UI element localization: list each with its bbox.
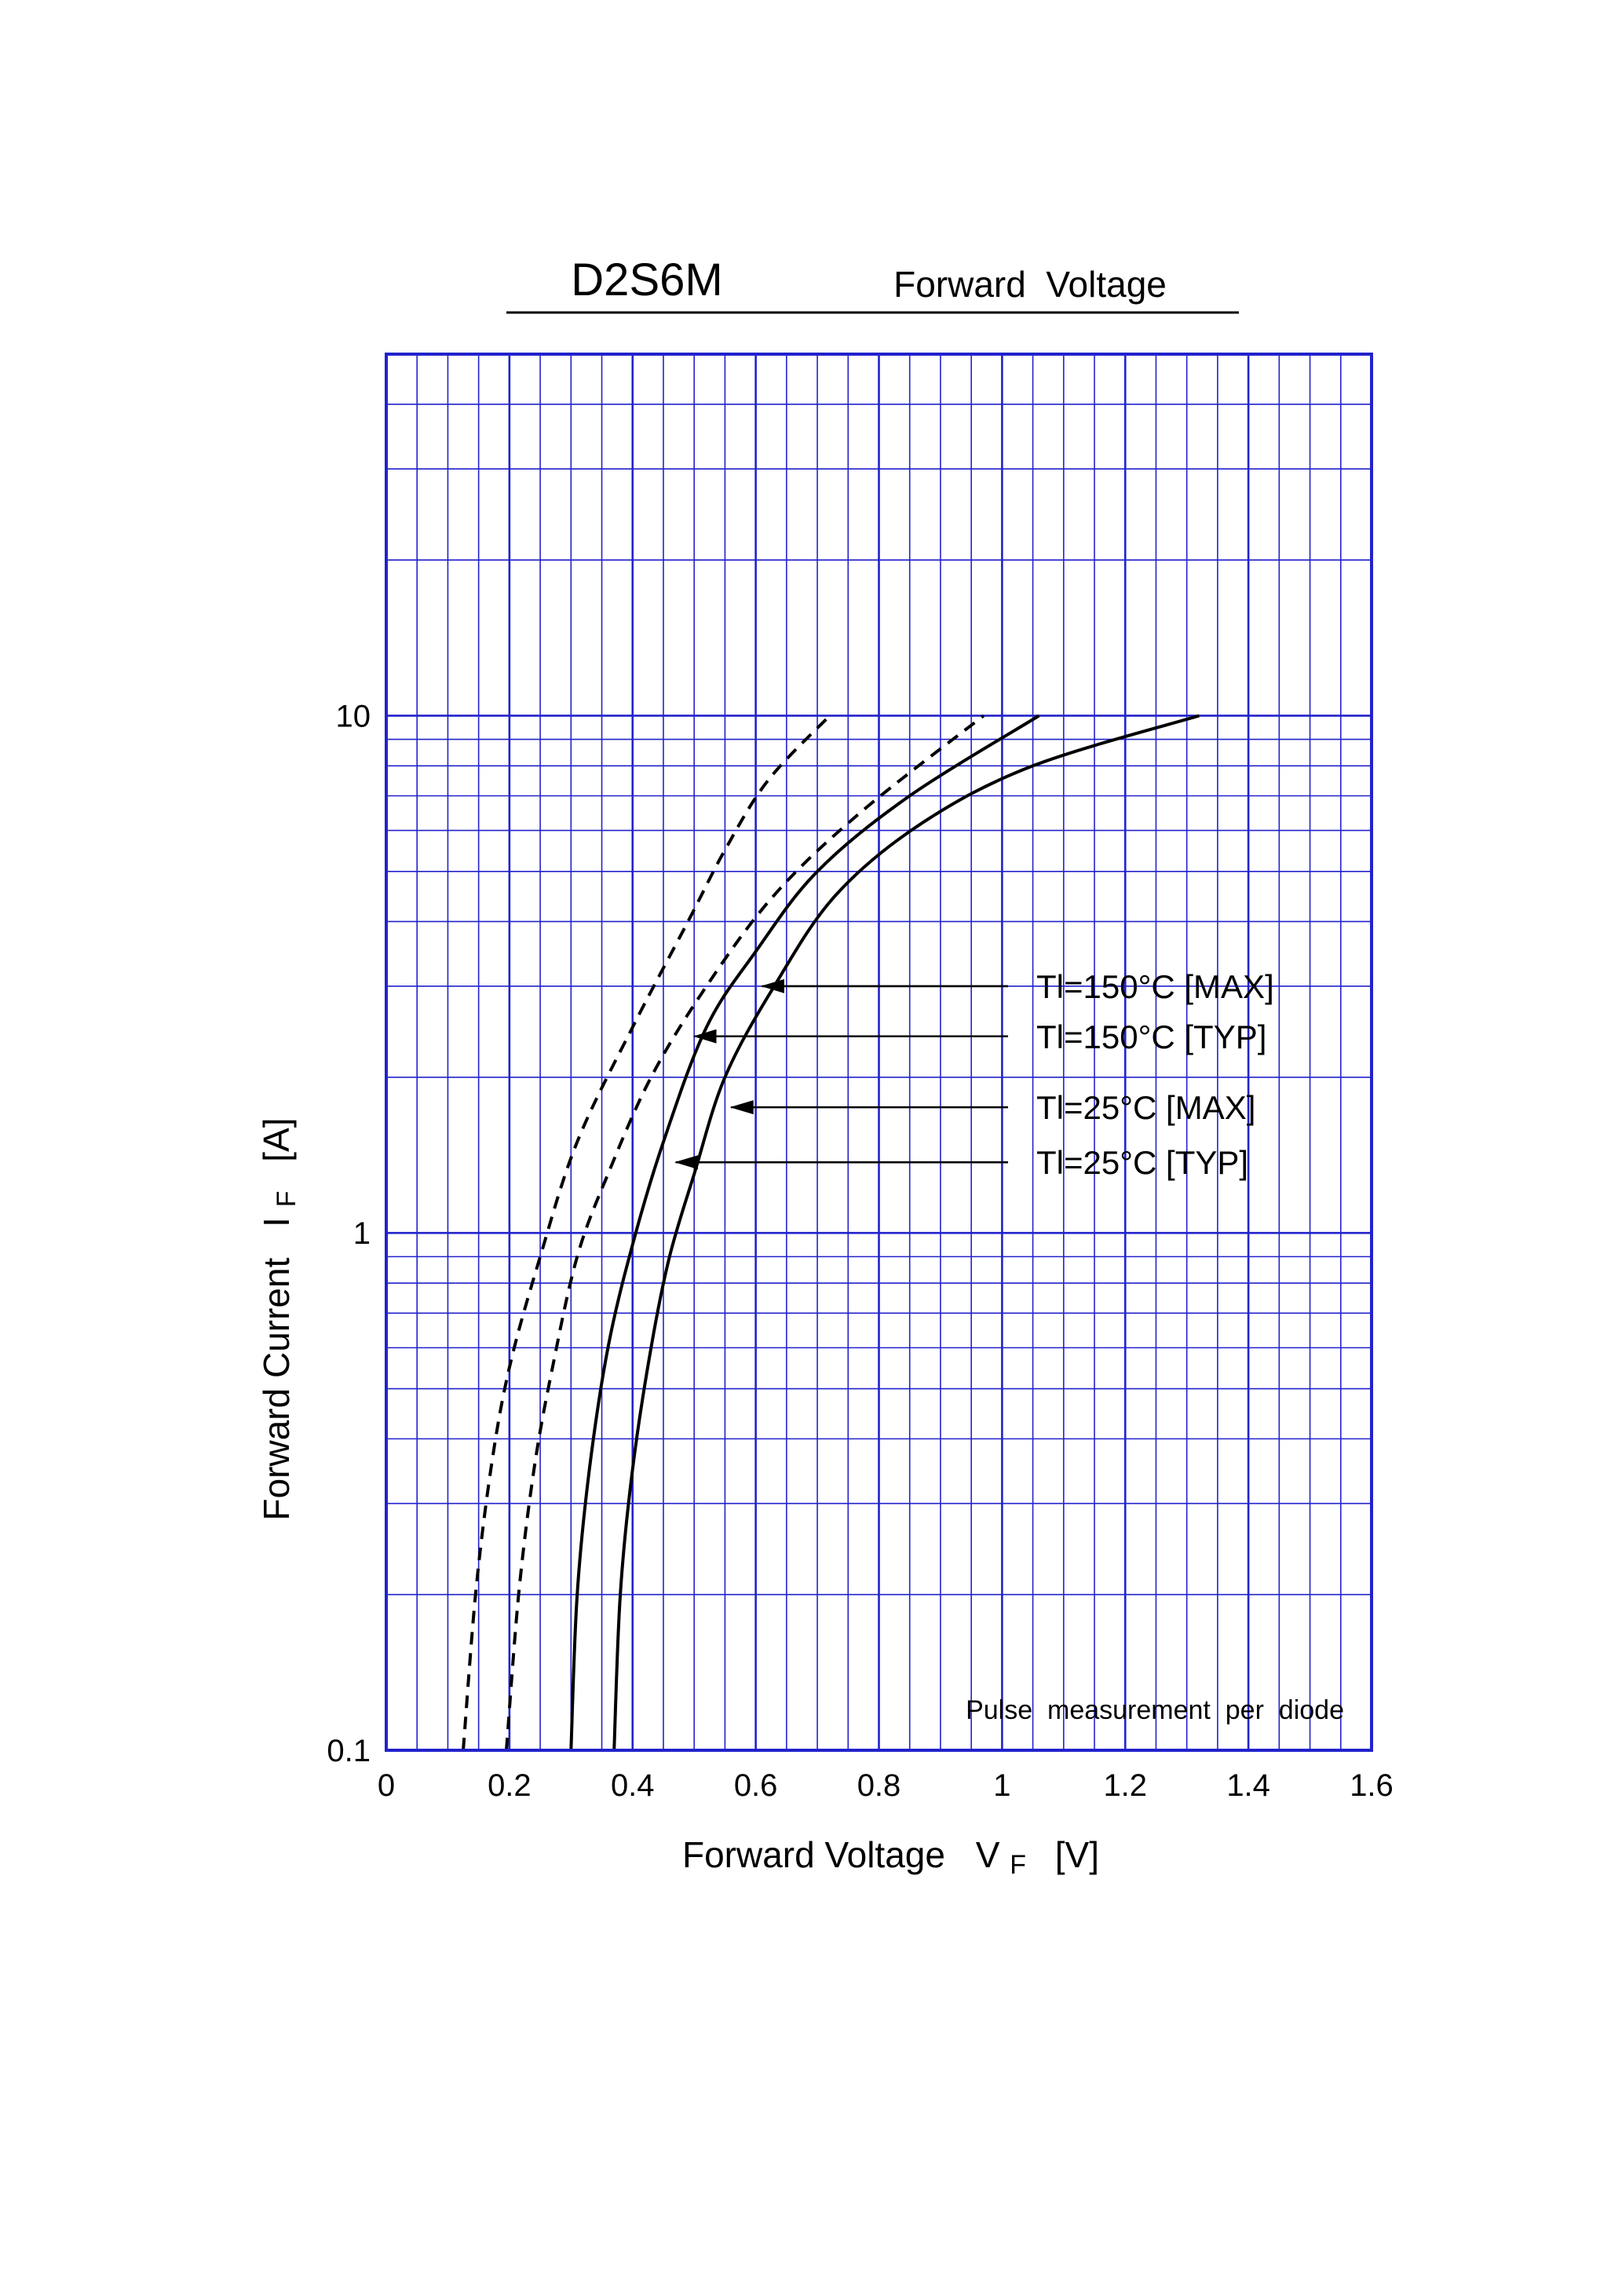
x-tick-label: 1.6 [1350,1768,1394,1803]
legend: Tl=150°C [MAX] Tl=150°C [TYP] Tl=25°C [MAX… [674,968,1274,1181]
x-axis-symbol: V [976,1834,1000,1875]
part-number-title: D2S6M [571,254,722,305]
series-line-3 [612,714,1200,1751]
y-axis-symbol-sub: F [272,1191,301,1208]
x-tick-label: 1.4 [1226,1768,1270,1803]
y-axis-label: Forward Current I F [A] [256,1117,303,1520]
y-axis-label-text: Forward Current [256,1257,297,1520]
legend-label-3: Tl=25°C [MAX] [1036,1089,1255,1126]
x-tick-label: 0.6 [734,1768,778,1803]
chart-subtitle: Forward Voltage [893,264,1167,305]
x-tick-label: 1.2 [1103,1768,1147,1803]
series-line-4 [569,714,1040,1751]
x-tick-label: 0.4 [611,1768,655,1803]
pulse-measurement-note: Pulse measurement per diode [966,1695,1344,1725]
x-tick-label: 0 [378,1768,395,1803]
legend-label-2: Tl=150°C [TYP] [1036,1018,1266,1055]
y-axis-symbol: I [256,1217,297,1227]
plot-frame [385,353,1373,1752]
tick-labels: 0 0.2 0.4 0.6 0.8 1 1.2 1.4 1.6 0.1 1 10 [327,699,1393,1803]
x-tick-label: 1 [993,1768,1010,1803]
y-tick-label: 10 [336,699,371,733]
y-tick-label: 1 [353,1216,371,1251]
series-line-2 [462,715,831,1751]
grid [386,354,1372,1750]
legend-label-4: Tl=25°C [TYP] [1036,1144,1248,1181]
x-axis-symbol-sub: F [1010,1850,1026,1880]
y-tick-label: 0.1 [327,1734,371,1768]
x-axis-unit: [V] [1055,1834,1099,1875]
x-tick-label: 0.8 [857,1768,901,1803]
x-axis-label-text: Forward Voltage [682,1834,945,1875]
legend-label-1: Tl=150°C [MAX] [1036,968,1274,1005]
x-tick-label: 0.2 [488,1768,532,1803]
series-layer [462,714,1200,1751]
x-axis-label: Forward Voltage V F [V] [682,1834,1099,1881]
y-axis-unit: [A] [256,1117,297,1161]
